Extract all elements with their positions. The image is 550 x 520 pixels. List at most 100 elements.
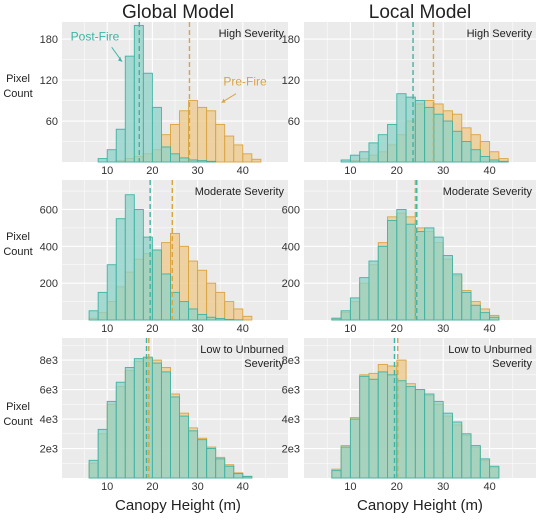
post-fire-bar <box>368 142 379 163</box>
y-tick-label: 400 <box>282 241 300 253</box>
post-fire-bar <box>452 421 463 479</box>
post-fire-bar <box>414 389 426 479</box>
post-fire-bar <box>433 236 444 321</box>
post-fire-bar <box>414 100 426 163</box>
pre-fire-bar <box>179 110 190 163</box>
post-fire-bar <box>106 400 117 479</box>
post-fire-bar <box>377 245 388 321</box>
post-fire-bar <box>124 55 135 163</box>
post-fire-bar <box>377 134 388 163</box>
y-tick-label: 180 <box>282 34 300 46</box>
post-fire-bar <box>179 157 190 163</box>
post-fire-bar <box>470 445 481 479</box>
x-tick-label: 30 <box>191 481 203 493</box>
pre-fire-bar <box>206 110 217 163</box>
post-fire-bar <box>349 418 361 479</box>
x-tick-label: 30 <box>437 165 449 177</box>
post-fire-bar <box>97 428 108 479</box>
y-tick-label: 120 <box>282 75 300 87</box>
post-fire-bar <box>179 301 190 321</box>
y-tick-label: 60 <box>288 116 300 128</box>
y-tick-label: 600 <box>40 204 58 216</box>
pre-fire-bar <box>224 301 235 321</box>
post-fire-bar <box>88 459 99 479</box>
post-fire-bar <box>387 374 398 479</box>
pre-fire-bar <box>242 153 253 163</box>
post-fire-bar <box>442 255 453 321</box>
x-tick-label: 10 <box>101 165 113 177</box>
y-tick-label: 6e3 <box>40 385 58 397</box>
post-fire-bar <box>97 291 108 321</box>
post-fire-bar <box>359 277 370 321</box>
x-tick-label: 30 <box>191 323 203 335</box>
x-tick-label: 10 <box>344 165 356 177</box>
post-fire-bar <box>387 123 398 163</box>
post-fire-bar <box>377 371 388 479</box>
post-fire-bar <box>188 430 199 479</box>
post-fire-bar <box>179 415 190 479</box>
pre-fire-bar <box>242 315 253 321</box>
x-axis-label-local: Canopy Height (m) <box>357 497 483 514</box>
severity-label: Severity <box>244 358 284 370</box>
post-fire-bar <box>331 470 342 479</box>
post-fire-bar <box>224 465 235 479</box>
post-fire-bar <box>405 96 416 163</box>
post-fire-bar <box>424 227 435 321</box>
post-fire-bar <box>424 106 435 163</box>
post-fire-bar <box>142 72 153 163</box>
y-tick-label: 180 <box>40 34 58 46</box>
post-fire-bar <box>106 264 117 321</box>
y-tick-label: 6e3 <box>282 385 300 397</box>
post-fire-bar <box>197 439 208 479</box>
y-tick-label: 400 <box>40 241 58 253</box>
x-tick-label: 20 <box>391 323 403 335</box>
post-fire-bar <box>349 297 361 321</box>
post-fire-bar <box>405 223 416 321</box>
x-axis-label-global: Canopy Height (m) <box>115 497 241 514</box>
panel-3: 10 20 30 40 200 400 600 Moderate Severity <box>40 180 288 335</box>
post-fire-arrow-head <box>118 56 123 62</box>
pre-fire-annotation: Pre-Fire <box>223 75 267 89</box>
pre-fire-bar <box>215 291 226 321</box>
severity-label: High Severity <box>467 28 533 40</box>
panel-6: 10 20 30 40 2e3 4e3 6e3 8e3 Low to Unburned Sever… <box>282 338 536 493</box>
y-tick-label: 600 <box>282 204 300 216</box>
post-fire-bar <box>433 113 444 163</box>
post-fire-bar <box>461 433 472 479</box>
pre-fire-bar <box>251 158 262 163</box>
post-fire-bar <box>215 458 226 479</box>
y-label-row2-line1: Pixel <box>6 231 30 243</box>
post-fire-bar <box>133 24 144 163</box>
y-tick-label: 60 <box>46 116 58 128</box>
y-tick-label: 4e3 <box>282 414 300 426</box>
post-fire-bar <box>387 220 398 321</box>
pre-fire-bar <box>215 123 226 163</box>
y-tick-label: 200 <box>40 278 58 290</box>
x-tick-label: 30 <box>437 481 449 493</box>
column-title-local: Local Model <box>369 2 471 23</box>
post-fire-bar <box>115 218 126 321</box>
post-fire-bar <box>452 130 463 163</box>
post-fire-bar <box>215 318 226 321</box>
post-fire-bar <box>433 400 444 479</box>
pre-fire-bar <box>233 144 244 163</box>
x-tick-label: 20 <box>146 323 158 335</box>
post-fire-bar <box>142 356 153 479</box>
post-fire-bar <box>160 371 171 479</box>
post-fire-bar <box>498 160 509 163</box>
x-tick-label: 20 <box>391 481 403 493</box>
post-fire-bar <box>206 160 217 163</box>
x-tick-label: 10 <box>101 481 113 493</box>
post-fire-bar <box>479 312 491 321</box>
y-tick-label: 200 <box>282 278 300 290</box>
severity-label: High Severity <box>219 28 285 40</box>
x-tick-label: 10 <box>344 323 356 335</box>
post-fire-bar <box>124 194 135 321</box>
post-fire-bar <box>461 141 472 163</box>
post-fire-bar <box>340 310 351 321</box>
x-tick-label: 10 <box>344 481 356 493</box>
x-tick-label: 40 <box>237 323 249 335</box>
post-fire-bar <box>151 362 162 479</box>
post-fire-bar <box>359 375 370 479</box>
panel-2: 10 20 30 40 60 120 180 High Severity <box>282 22 536 177</box>
